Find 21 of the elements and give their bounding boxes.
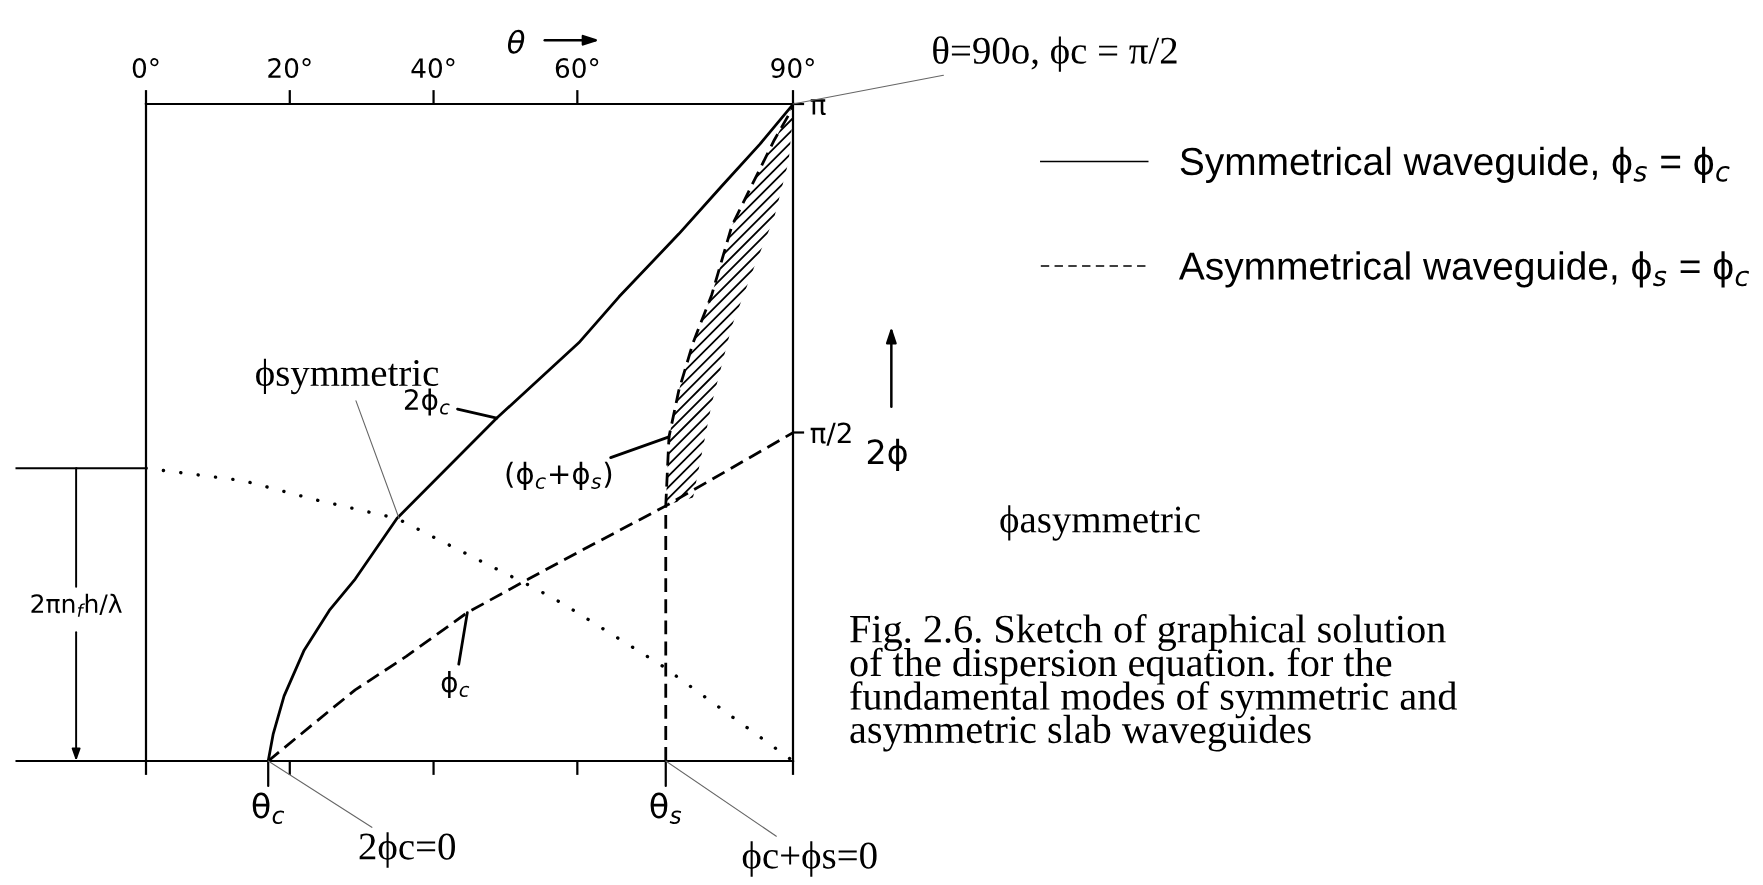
x-tick-label: 0° <box>132 58 159 79</box>
annotation: ϕ$_{c}$ <box>441 671 470 698</box>
legend-label: Symmetrical waveguide, ϕ$_{s}$ = ϕ$_{c}$ <box>1180 146 1730 183</box>
annotation: 2ϕc=0 <box>359 832 455 868</box>
text: ϕasymmetric <box>1000 505 1200 541</box>
annotation: θ$_{c}$ <box>252 792 285 824</box>
x-axis-title: θ <box>507 29 525 54</box>
caption: Fig. 2.6. Sketch of graphical solution of the dispersion equation. for the fundamental modes of symmetric and asymmetric slab waveguides <box>850 614 1457 752</box>
y-axis-title: 2ϕ <box>867 438 907 471</box>
y-tick-label: π/2 <box>810 422 851 446</box>
annotation: ϕc+ϕs=0 <box>742 841 877 877</box>
x-tick-label: 90° <box>771 58 814 79</box>
annotation: (ϕ$_{c}$+ϕ$_{s}$) <box>506 461 612 490</box>
annotation: θ$_{s}$ <box>650 792 682 824</box>
x-tick-label: 20° <box>268 58 311 79</box>
annotation: 2πn$_{f}$h/λ <box>31 593 122 617</box>
x-tick-label: 40° <box>411 58 455 79</box>
x-tick-label: 60° <box>555 58 599 79</box>
legend-label: Asymmetrical waveguide, ϕ$_{s}$ = ϕ$_{c}$ <box>1178 251 1750 288</box>
y-tick-label: π <box>810 99 826 116</box>
annotation: θ=90o, ϕc = π/2 <box>933 36 1177 72</box>
